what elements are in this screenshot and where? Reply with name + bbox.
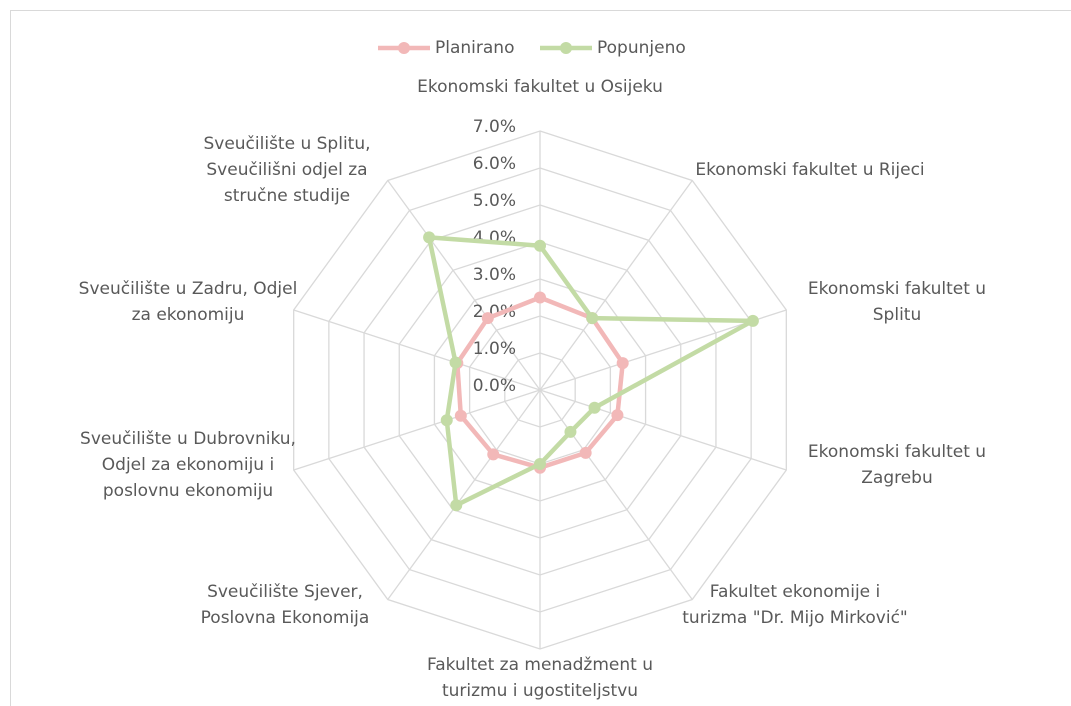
spoke — [293, 389, 541, 471]
y-tick-label: 6.0% — [473, 154, 516, 174]
data-point — [611, 409, 624, 422]
data-point — [481, 312, 494, 325]
spoke — [387, 180, 541, 391]
data-point — [449, 356, 462, 369]
y-tick-label: 3.0% — [473, 265, 516, 285]
y-tick-label: 5.0% — [473, 191, 516, 211]
data-point — [588, 401, 601, 414]
spoke — [539, 180, 693, 391]
data-point — [534, 458, 546, 470]
y-tick-label: 1.0% — [473, 339, 516, 359]
data-point — [423, 231, 436, 244]
category-label: Sveučilište u Dubrovniku, Odjel za ekono… — [80, 429, 296, 501]
data-point — [534, 239, 546, 252]
data-point — [579, 446, 592, 459]
category-label: Ekonomski fakultet u Rijeci — [695, 160, 925, 180]
data-point — [450, 499, 463, 512]
category-label: Ekonomski fakultet u Splitu — [807, 279, 987, 325]
category-label: Ekonomski fakultet u Zagrebu — [807, 442, 987, 488]
category-label: Fakultet ekonomije i turizma "Dr. Mijo M… — [682, 582, 908, 628]
data-point — [440, 414, 453, 427]
legend-marker — [560, 42, 572, 54]
legend-label: Planirano — [435, 38, 514, 58]
category-label: Ekonomski fakultet u Osijeku — [417, 77, 663, 97]
category-label: Sveučilište u Zadru, Odjel za ekonomiju — [78, 279, 298, 325]
data-point — [564, 425, 577, 438]
y-tick-label: 2.0% — [473, 302, 516, 322]
legend-label: Popunjeno — [597, 38, 686, 58]
category-label: Sveučilište u Splitu, Sveučilišni odjel … — [203, 134, 371, 206]
legend-marker — [398, 42, 410, 54]
category-label: Fakultet za menadžment u turizmu i ugost… — [427, 655, 653, 701]
data-point — [534, 291, 546, 304]
chart-frame — [10, 10, 1071, 706]
y-tick-label: 0.0% — [473, 376, 516, 396]
data-point — [746, 314, 759, 327]
data-point — [586, 312, 599, 325]
data-point — [487, 448, 500, 461]
data-point — [454, 409, 467, 422]
spoke — [539, 389, 787, 471]
data-point — [616, 357, 629, 370]
y-tick-label: 7.0% — [473, 117, 516, 137]
spoke — [293, 309, 541, 391]
spoke — [387, 389, 541, 600]
category-label: Sveučilište Sjever, Poslovna Ekonomija — [200, 582, 370, 628]
spoke — [539, 389, 693, 600]
